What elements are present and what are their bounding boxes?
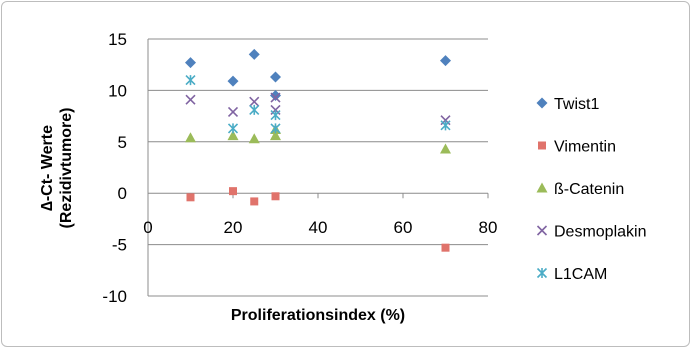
series-twist1 [185,48,451,102]
data-point [227,106,239,118]
series-vimentin [186,187,450,252]
legend-marker [538,141,546,150]
data-point [270,110,281,121]
legend-label: L1CAM [554,266,607,283]
y-tick-label: 15 [108,30,127,49]
data-point [250,197,259,206]
legend-item: Vimentin [538,139,616,156]
data-point [227,75,239,87]
data-point [227,130,239,141]
data-point [249,104,260,115]
x-tick-label: 80 [479,218,498,237]
data-point [248,133,260,144]
legend-item: Twist1 [536,96,599,113]
data-points [185,48,451,252]
x-tick-label: 60 [394,218,413,237]
data-point [185,132,196,143]
data-point [270,123,281,134]
legend-label: Vimentin [554,139,616,156]
data-point [440,143,451,154]
data-point [227,123,239,134]
data-point [229,187,237,196]
x-tick-label: 0 [143,218,152,237]
x-tick-label: 40 [309,218,328,237]
data-point [270,130,281,141]
data-point [248,48,260,60]
data-point [440,55,451,67]
data-point [270,92,281,103]
data-point [185,75,196,86]
legend-label: Twist1 [554,96,599,113]
data-point [441,243,450,252]
legend-item: L1CAM [536,266,607,283]
legend-marker [536,182,548,193]
legend-marker [536,97,548,109]
series-desmoplakin [185,92,451,126]
data-point [270,90,281,102]
axes [147,39,489,296]
y-axis-title-line2: (Rezidivtumore) [58,108,75,229]
series-l1cam [185,75,451,134]
data-point [185,57,196,69]
gridlines [148,38,488,297]
series--catenin [185,123,451,154]
data-point [440,120,451,131]
legend-item: Desmoplakin [536,224,646,241]
y-tick-label: 10 [108,81,127,100]
legend-marker [536,225,548,236]
legend: Twist1 Vimentin ß-Catenin Desmoplakin L1CAM [536,96,646,283]
data-point [249,96,260,107]
data-point [186,193,195,202]
y-tick-label: 0 [118,184,127,203]
legend-marker [536,267,548,279]
data-point [271,192,280,201]
data-point [185,94,196,105]
y-tick-label: 5 [118,133,127,152]
tick-labels: -10 -5 0 5 10 15 0 20 40 60 80 [102,30,497,306]
y-axis-title-line1: ∆-Ct- Werte [39,125,56,211]
y-tick-label: -10 [102,287,127,306]
y-tick-label: -5 [112,236,127,255]
x-tick-label: 20 [224,218,243,237]
legend-label: ß-Catenin [554,181,624,198]
data-point [270,71,281,83]
x-axis-title: Proliferationsindex (%) [231,307,405,324]
legend-item: ß-Catenin [536,181,624,198]
legend-label: Desmoplakin [554,224,646,241]
